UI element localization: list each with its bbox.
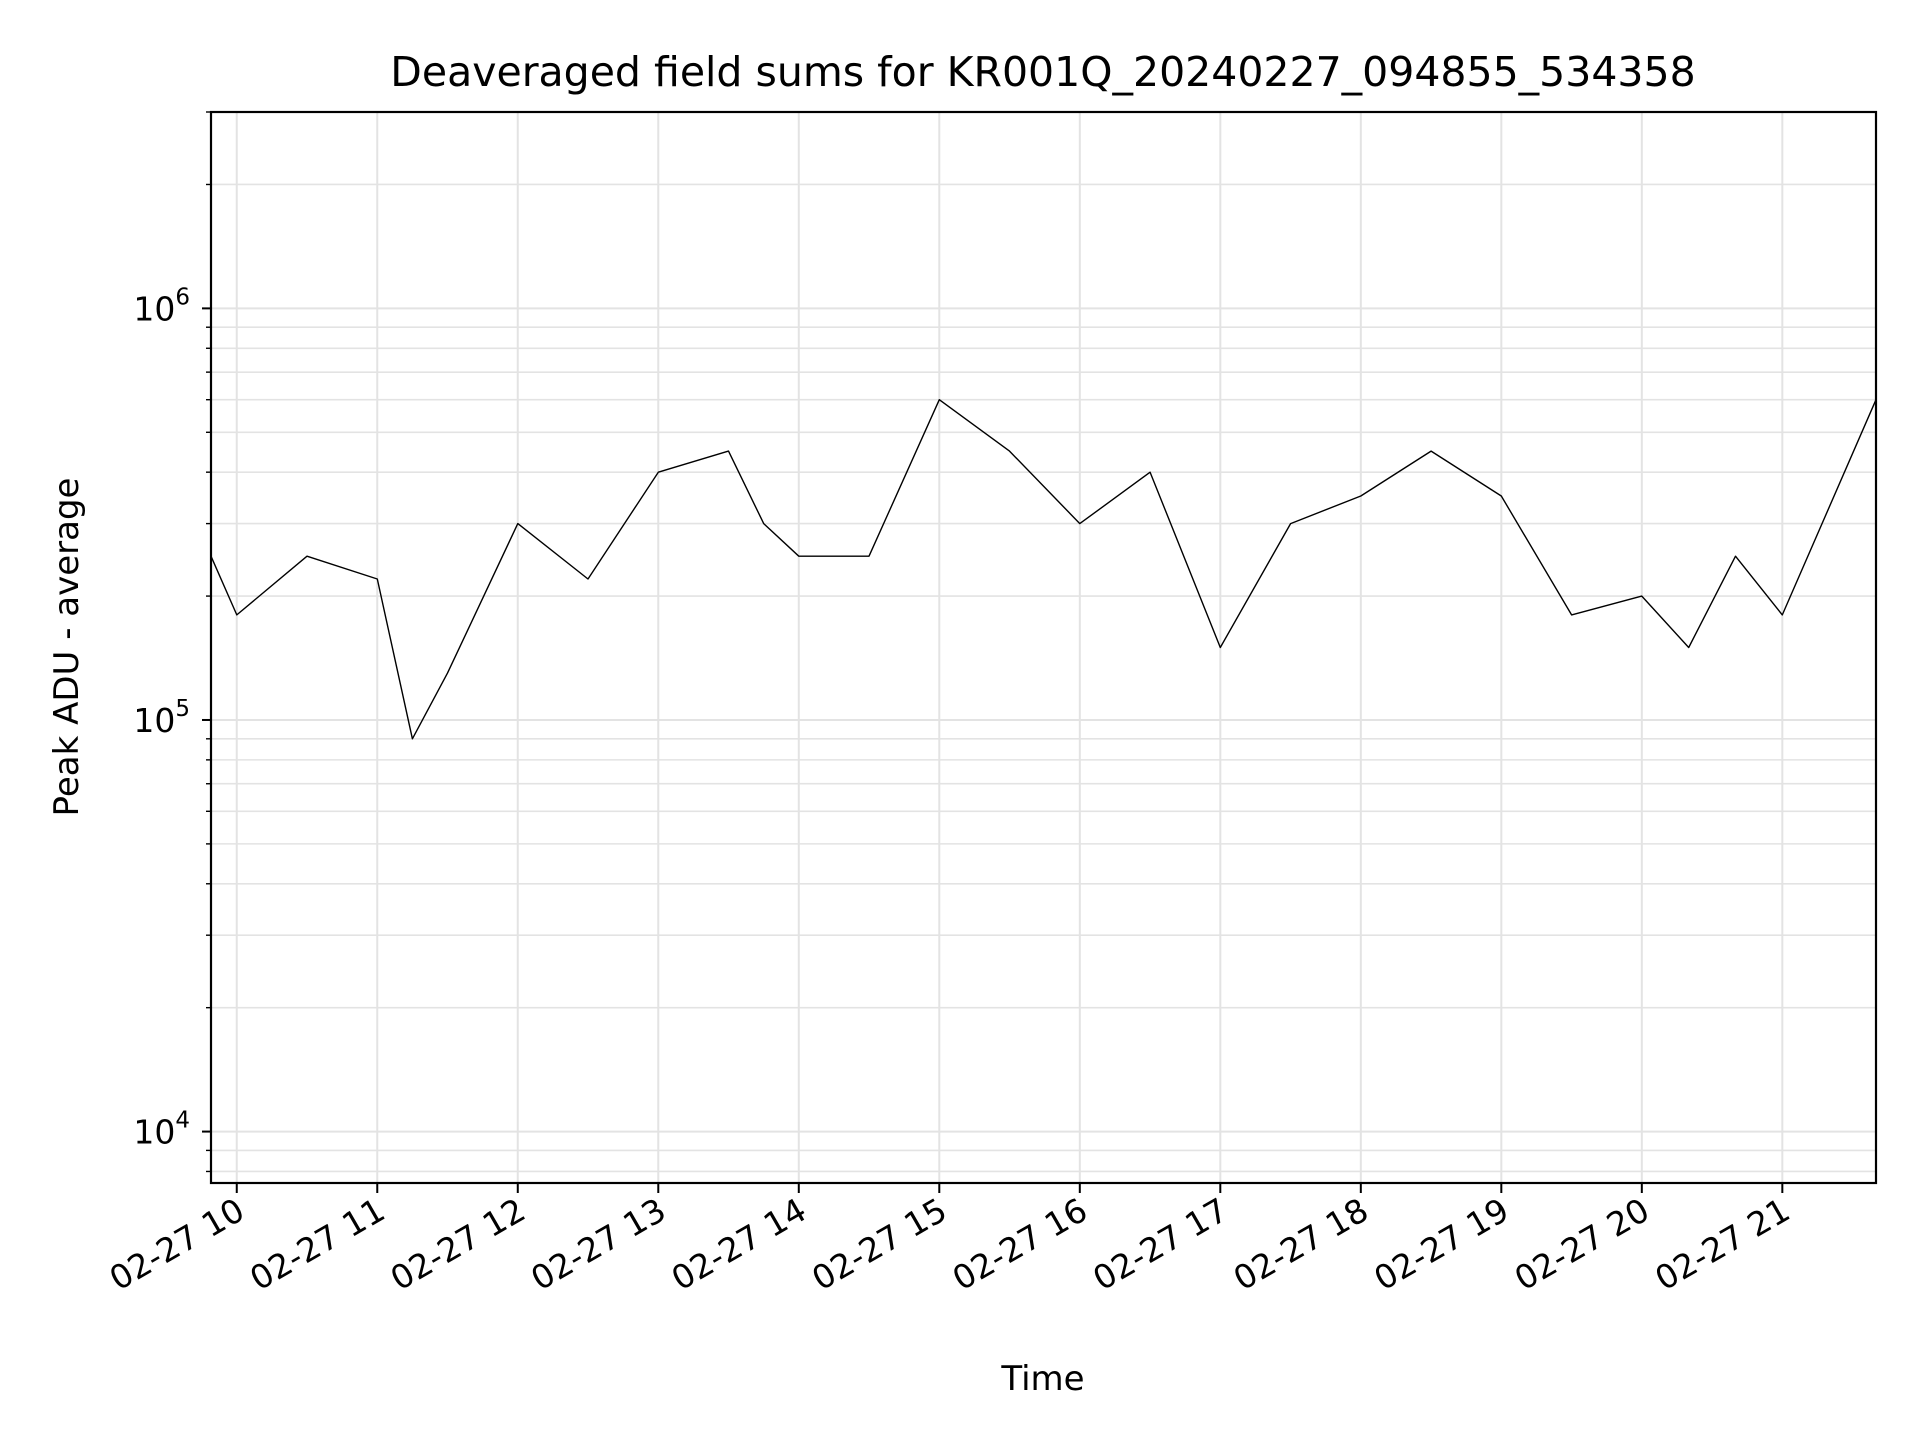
- y-tick-exponent: 6: [175, 284, 190, 310]
- y-tick-label: 105: [133, 696, 190, 740]
- y-axis-label: Peak ADU - average: [47, 478, 87, 817]
- chart-title: Deaveraged field sums for KR001Q_2024022…: [390, 48, 1695, 96]
- grid: [211, 111, 1876, 1183]
- y-tick-base: 10: [133, 1113, 175, 1152]
- x-axis-label: Time: [1000, 1359, 1084, 1399]
- series-line: [210, 399, 1877, 740]
- y-tick-base: 10: [133, 289, 175, 328]
- y-tick-exponent: 5: [175, 696, 190, 722]
- y-tick-exponent: 4: [175, 1108, 190, 1134]
- plot-frame: [209, 110, 1878, 1185]
- y-tick-label: 104: [133, 1108, 190, 1152]
- data-layer: [210, 399, 1877, 740]
- y-tick-label: 106: [133, 284, 190, 328]
- y-tick-base: 10: [133, 701, 175, 740]
